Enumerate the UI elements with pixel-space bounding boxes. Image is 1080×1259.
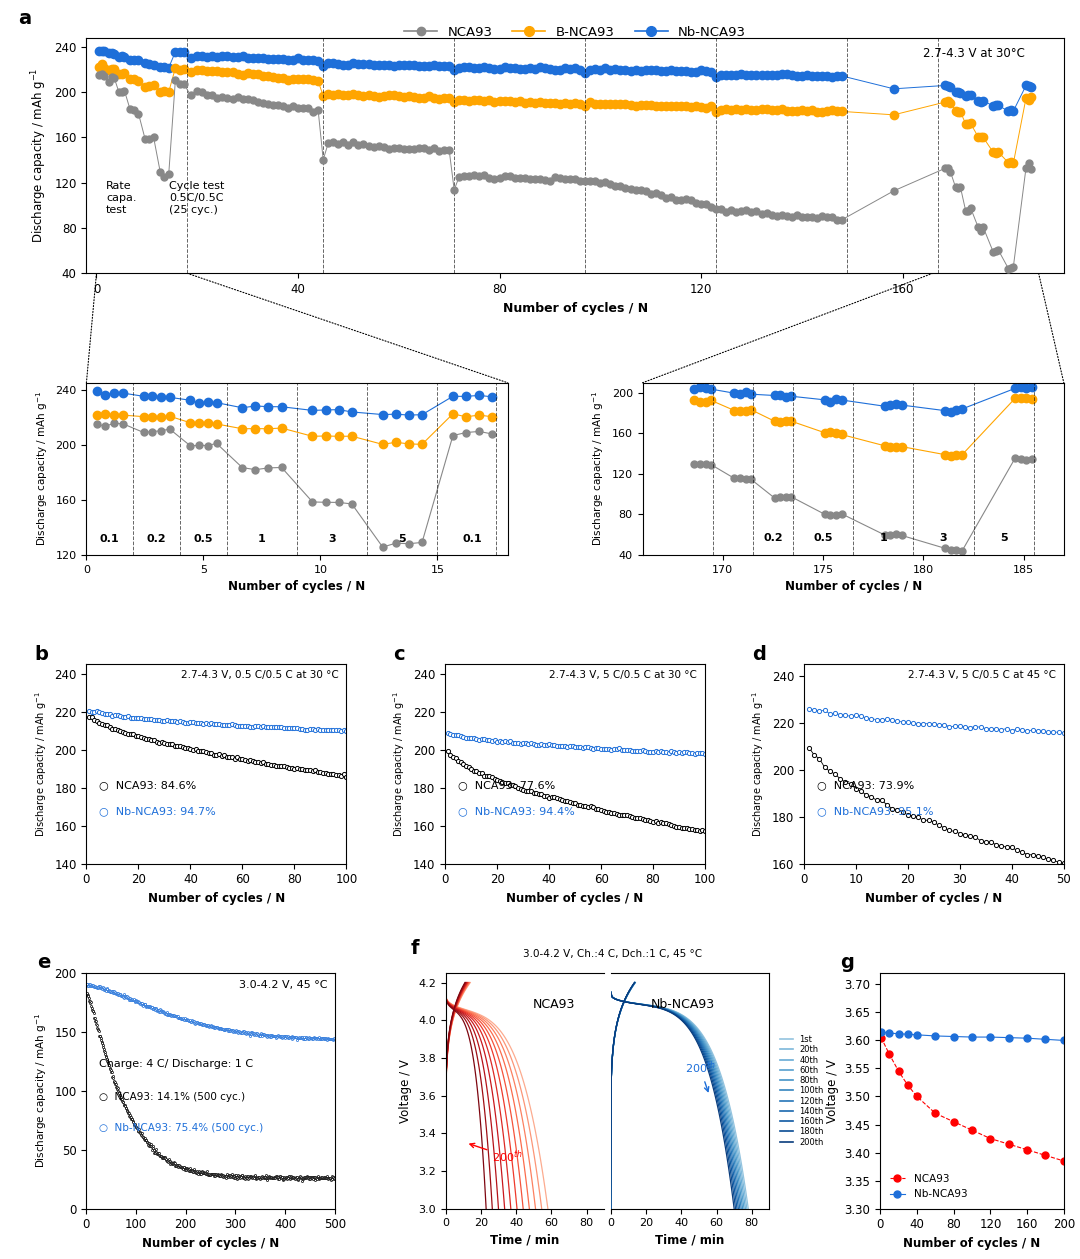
Text: ○  NCA93: 14.1% (500 cyc.): ○ NCA93: 14.1% (500 cyc.) [98, 1093, 245, 1103]
NCA93 [984, 1131, 997, 1146]
Text: 1: 1 [258, 534, 266, 544]
NCA93 [1021, 1142, 1034, 1157]
Text: b: b [35, 646, 49, 665]
NCA93 [902, 1078, 915, 1093]
Text: 200$^{th}$: 200$^{th}$ [685, 1060, 716, 1092]
Text: ○  NCA93: 84.6%: ○ NCA93: 84.6% [99, 779, 197, 789]
NCA93 [966, 1123, 978, 1138]
NCA93 [875, 1030, 888, 1045]
Nb-NCA93 [892, 1026, 905, 1041]
Y-axis label: Discharge capacity / mAh g$^{-1}$: Discharge capacity / mAh g$^{-1}$ [392, 691, 407, 837]
X-axis label: Number of cycles / N: Number of cycles / N [141, 1236, 279, 1250]
X-axis label: Number of cycles / N: Number of cycles / N [507, 891, 644, 905]
Y-axis label: Discharge capacity / mAh g$^{-1}$: Discharge capacity / mAh g$^{-1}$ [33, 1013, 49, 1168]
Line: NCA93: NCA93 [878, 1034, 1067, 1165]
Legend: NCA93, Nb-NCA93: NCA93, Nb-NCA93 [886, 1170, 971, 1204]
Text: f: f [410, 939, 419, 958]
X-axis label: Number of cycles / N: Number of cycles / N [865, 891, 1002, 905]
Nb-NCA93 [947, 1029, 960, 1044]
Y-axis label: Discharge capacity / mAh g$^{-1}$: Discharge capacity / mAh g$^{-1}$ [591, 392, 606, 546]
Y-axis label: Voltage / V: Voltage / V [400, 1059, 413, 1123]
NCA93 [1039, 1148, 1052, 1163]
X-axis label: Time / min: Time / min [656, 1234, 725, 1246]
Text: 1: 1 [879, 533, 887, 543]
X-axis label: Number of cycles / N: Number of cycles / N [148, 891, 285, 905]
Line: Nb-NCA93: Nb-NCA93 [878, 1029, 1067, 1044]
Text: c: c [393, 646, 405, 665]
Text: 2.7-4.3 V, 0.5 C/0.5 C at 30 °C: 2.7-4.3 V, 0.5 C/0.5 C at 30 °C [180, 670, 338, 680]
Text: Charge: 4 C/ Discharge: 1 C: Charge: 4 C/ Discharge: 1 C [98, 1059, 253, 1069]
Text: 3.0-4.2 V, 45 °C: 3.0-4.2 V, 45 °C [239, 981, 327, 991]
NCA93 [947, 1114, 960, 1129]
Text: 0.1: 0.1 [462, 534, 483, 544]
X-axis label: Time / min: Time / min [490, 1234, 559, 1246]
Text: 0.5: 0.5 [813, 533, 833, 543]
Text: 0.2: 0.2 [764, 533, 783, 543]
Y-axis label: Voltage / V: Voltage / V [826, 1059, 839, 1123]
Text: 5: 5 [399, 534, 406, 544]
Nb-NCA93 [1021, 1031, 1034, 1046]
Text: ○  Nb-NCA93: 75.4% (500 cyc.): ○ Nb-NCA93: 75.4% (500 cyc.) [98, 1123, 264, 1133]
Nb-NCA93 [883, 1026, 896, 1041]
Nb-NCA93 [966, 1030, 978, 1045]
Text: 3.0-4.2 V, Ch.:4 C, Dch.:1 C, 45 °C: 3.0-4.2 V, Ch.:4 C, Dch.:1 C, 45 °C [523, 949, 702, 959]
Legend: 1st, 20th, 40th, 60th, 80th, 100th, 120th, 140th, 160th, 180th, 200th: 1st, 20th, 40th, 60th, 80th, 100th, 120t… [777, 1032, 827, 1149]
Nb-NCA93 [902, 1026, 915, 1041]
NCA93 [892, 1064, 905, 1079]
NCA93 [910, 1089, 923, 1104]
Nb-NCA93 [984, 1030, 997, 1045]
Text: 2.7-4.3 V, 5 C/0.5 C at 45 °C: 2.7-4.3 V, 5 C/0.5 C at 45 °C [908, 670, 1056, 680]
Text: ○  Nb-NCA93: 95.1%: ○ Nb-NCA93: 95.1% [816, 806, 933, 816]
Text: 200$^{th}$: 200$^{th}$ [470, 1143, 523, 1165]
Nb-NCA93 [1057, 1032, 1070, 1047]
Nb-NCA93 [929, 1029, 942, 1044]
Text: ○  Nb-NCA93: 94.4%: ○ Nb-NCA93: 94.4% [458, 806, 575, 816]
Text: d: d [752, 646, 766, 665]
Text: NCA93: NCA93 [532, 998, 576, 1011]
Text: 2.7-4.3 V at 30°C: 2.7-4.3 V at 30°C [922, 47, 1025, 60]
Text: 5: 5 [1000, 533, 1008, 543]
Text: 0.1: 0.1 [100, 534, 120, 544]
Text: Rate
capa.
test: Rate capa. test [106, 181, 136, 214]
Text: ○  NCA93: 77.6%: ○ NCA93: 77.6% [458, 779, 555, 789]
Nb-NCA93 [910, 1027, 923, 1042]
X-axis label: Number of cycles / N: Number of cycles / N [784, 580, 921, 593]
Y-axis label: Discharge capacity / mAh g$^{-1}$: Discharge capacity / mAh g$^{-1}$ [35, 392, 50, 546]
Text: 0.2: 0.2 [147, 534, 166, 544]
NCA93 [883, 1047, 896, 1063]
Text: Cycle test
0.5C/0.5C
(25 cyc.): Cycle test 0.5C/0.5C (25 cyc.) [170, 181, 225, 214]
Text: Nb-NCA93: Nb-NCA93 [650, 998, 715, 1011]
Y-axis label: Discharge capacity / mAh g$^{-1}$: Discharge capacity / mAh g$^{-1}$ [33, 691, 49, 837]
Text: a: a [18, 9, 31, 28]
Text: 2.7-4.3 V, 5 C/0.5 C at 30 °C: 2.7-4.3 V, 5 C/0.5 C at 30 °C [550, 670, 698, 680]
X-axis label: Number of cycles / N: Number of cycles / N [229, 580, 366, 593]
NCA93 [1057, 1153, 1070, 1168]
X-axis label: Number of cycles / N: Number of cycles / N [502, 302, 648, 315]
Text: 3: 3 [940, 533, 947, 543]
Y-axis label: Discharge capacity / mAh g$^{-1}$: Discharge capacity / mAh g$^{-1}$ [751, 691, 766, 837]
Y-axis label: Discharge capacity / mAh g$^{-1}$: Discharge capacity / mAh g$^{-1}$ [29, 68, 49, 243]
Nb-NCA93 [875, 1025, 888, 1040]
Text: g: g [840, 953, 854, 972]
Nb-NCA93 [1002, 1030, 1015, 1045]
Text: e: e [37, 953, 50, 972]
Legend: NCA93, B-NCA93, Nb-NCA93: NCA93, B-NCA93, Nb-NCA93 [399, 21, 752, 44]
NCA93 [929, 1105, 942, 1121]
NCA93 [1002, 1137, 1015, 1152]
Text: 0.5: 0.5 [193, 534, 213, 544]
Text: ○  Nb-NCA93: 94.7%: ○ Nb-NCA93: 94.7% [99, 806, 216, 816]
Text: ○  NCA93: 73.9%: ○ NCA93: 73.9% [816, 779, 914, 789]
Nb-NCA93 [1039, 1032, 1052, 1047]
X-axis label: Number of cycles / N: Number of cycles / N [903, 1236, 1041, 1250]
Text: 3: 3 [328, 534, 336, 544]
